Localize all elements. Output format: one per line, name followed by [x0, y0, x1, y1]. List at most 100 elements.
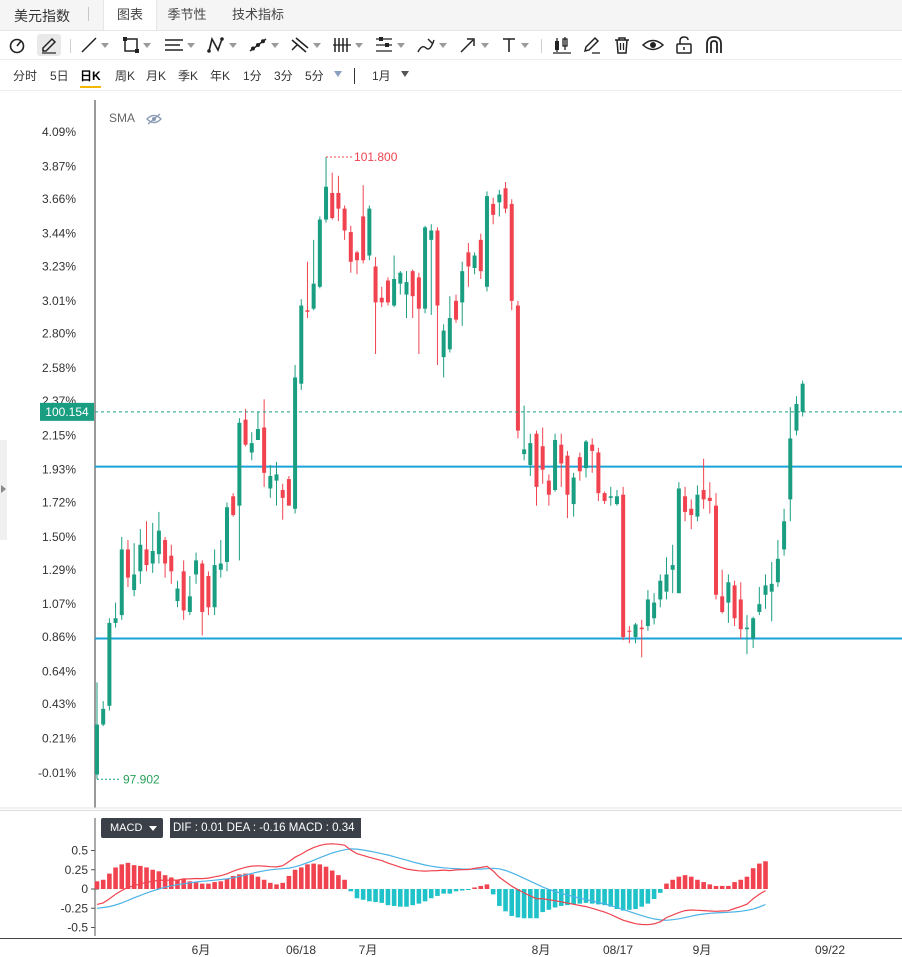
price-chart[interactable]: 4.09% 3.87% 3.66% 3.44% 3.23% 3.01% 2.80% 2.58%…	[0, 90, 902, 810]
tab-seasonality[interactable]: 季节性	[167, 7, 207, 22]
cursor-tool-icon[interactable]	[8, 34, 28, 56]
macd-tick-label: 0.5	[71, 844, 88, 858]
rectangle-icon[interactable]	[122, 34, 151, 56]
macd-histogram-bar	[435, 889, 440, 896]
period-monthly[interactable]: 月K	[146, 69, 167, 83]
candle-body	[788, 438, 793, 500]
candle-body	[503, 188, 508, 209]
period-timeshare[interactable]: 分时	[13, 69, 38, 83]
period-weekly[interactable]: 周K	[115, 69, 136, 83]
candle-body	[274, 474, 279, 481]
fib-icon[interactable]	[290, 34, 321, 56]
period-1min[interactable]: 1分	[243, 69, 262, 83]
macd-histogram-bar	[131, 865, 137, 889]
text-icon[interactable]	[500, 34, 529, 56]
macd-histogram-bar	[230, 875, 236, 889]
candle-body	[107, 622, 112, 706]
delete-icon[interactable]	[612, 34, 632, 56]
candle-body	[361, 216, 366, 261]
edit-icon[interactable]	[582, 34, 602, 56]
channel-icon[interactable]	[248, 34, 279, 56]
macd-histogram-bar	[657, 889, 663, 893]
candle-body	[633, 624, 638, 637]
candle-body	[305, 310, 310, 312]
side-panel-handle[interactable]	[0, 440, 7, 540]
chevron-down-icon[interactable]	[401, 71, 409, 77]
period-daily[interactable]: 日K	[80, 67, 101, 88]
macd-histogram-bar	[713, 885, 719, 889]
macd-panel[interactable]: 0.5 0.25 0 -0.25 -0.5 6月 06/18 7月 8月 08/17 9月 09/22	[0, 810, 902, 957]
tab-technical-indicators[interactable]: 技术指标	[231, 7, 284, 22]
macd-histogram-bar	[633, 889, 638, 910]
macd-histogram-bar	[305, 864, 310, 889]
candle-body	[237, 422, 242, 506]
arrow-icon[interactable]	[458, 34, 489, 56]
candle-body	[348, 232, 353, 262]
sma-indicator-label[interactable]: SMA	[109, 111, 136, 125]
macd-histogram-bar	[360, 889, 366, 900]
candle-body	[194, 560, 199, 575]
macd-histogram-bar	[187, 881, 193, 889]
period-3min[interactable]: 3分	[274, 69, 293, 83]
macd-histogram-bar	[472, 887, 477, 889]
candle-body	[119, 549, 124, 616]
magnet-icon[interactable]	[704, 34, 724, 56]
range-select[interactable]: 1月	[372, 69, 391, 83]
period-quarterly[interactable]: 季K	[178, 69, 199, 83]
macd-histogram-bar	[286, 875, 292, 889]
candle-body	[726, 582, 731, 603]
candle-body	[466, 252, 471, 267]
price-tick-label: 1.93%	[42, 463, 76, 477]
candle-body	[509, 203, 514, 301]
candle-body	[447, 318, 452, 350]
macd-histogram-bar	[391, 889, 397, 906]
macd-histogram-bar	[726, 885, 731, 889]
candle-style-icon[interactable]	[552, 34, 572, 56]
eye-off-icon[interactable]	[146, 112, 162, 126]
price-tick-label: 1.29%	[42, 563, 76, 577]
candle-body	[546, 480, 551, 495]
macd-histogram-bar	[193, 882, 199, 889]
candle-body	[317, 219, 322, 287]
macd-histogram-bar	[664, 883, 669, 889]
low-price-label: 97.902	[123, 772, 160, 786]
eye-icon[interactable]	[642, 34, 664, 56]
macd-histogram-bar	[398, 889, 403, 907]
candle-body	[398, 272, 403, 284]
macd-histogram-bar	[317, 864, 323, 889]
parallel-lines-icon[interactable]	[164, 34, 195, 56]
pattern-icon[interactable]	[206, 34, 237, 56]
brush-icon[interactable]	[416, 34, 447, 56]
tab-chart[interactable]: 图表	[103, 0, 157, 30]
time-axis-label: 6月	[192, 943, 211, 957]
period-5day[interactable]: 5日	[50, 69, 69, 83]
macd-selector[interactable]: MACD	[101, 818, 163, 838]
macd-histogram-bar	[292, 869, 298, 889]
macd-histogram-bar	[206, 883, 211, 889]
period-5min[interactable]: 5分	[305, 69, 324, 83]
macd-histogram-bar	[428, 889, 434, 899]
candle-body	[683, 496, 688, 512]
period-more-icon[interactable]	[334, 71, 342, 77]
candle-body	[639, 627, 644, 630]
macd-histogram-bar	[255, 876, 261, 889]
candle-body	[454, 300, 459, 320]
price-tick-label: 0.64%	[42, 664, 76, 678]
macd-histogram-bar	[218, 881, 224, 889]
time-axis-label: 8月	[532, 943, 551, 957]
macd-histogram-bar	[503, 889, 508, 912]
macd-histogram-bar	[261, 879, 267, 889]
period-yearly[interactable]: 年K	[210, 69, 231, 83]
candle-body	[701, 490, 706, 500]
trend-line-icon[interactable]	[80, 34, 109, 56]
price-tick-label: 2.80%	[42, 327, 76, 341]
macd-histogram-bar	[323, 866, 329, 889]
macd-histogram-bar	[280, 882, 285, 889]
measure-icon[interactable]	[374, 34, 405, 56]
pencil-tool-icon[interactable]	[37, 34, 61, 56]
candle-body	[416, 277, 421, 309]
bars-icon[interactable]	[332, 34, 363, 56]
candle-body	[132, 574, 137, 591]
lock-icon[interactable]	[674, 34, 694, 56]
candle-body	[522, 449, 527, 455]
